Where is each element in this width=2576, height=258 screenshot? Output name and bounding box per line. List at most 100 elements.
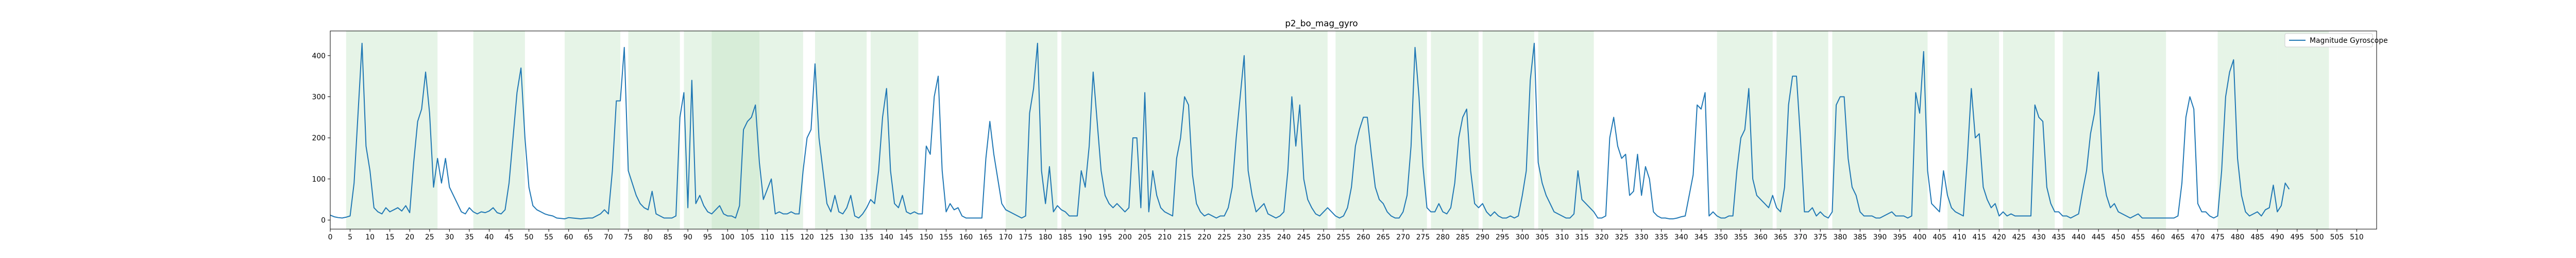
band-4: [628, 31, 680, 229]
x-tick-label-290: 290: [1476, 233, 1489, 241]
x-tick-label-395: 395: [1893, 233, 1907, 241]
x-tick-label-225: 225: [1217, 233, 1231, 241]
chart-title: p2_bo_mag_gyro: [1285, 18, 1358, 29]
y-axis: 0 100 200 300 400: [312, 52, 330, 224]
y-tick-label-100: 100: [312, 175, 326, 184]
band-26: [2003, 31, 2055, 229]
x-tick-label-460: 460: [2151, 233, 2165, 241]
x-tick-label-60: 60: [564, 233, 573, 241]
x-tick-label-375: 375: [1814, 233, 1827, 241]
x-tick-label-45: 45: [504, 233, 514, 241]
x-tick-label-5: 5: [348, 233, 352, 241]
x-tick-label-255: 255: [1336, 233, 1350, 241]
x-tick-label-305: 305: [1535, 233, 1549, 241]
x-tick-label-510: 510: [2350, 233, 2364, 241]
x-tick-label-75: 75: [624, 233, 633, 241]
legend-box: [2284, 33, 2373, 47]
x-tick-label-95: 95: [703, 233, 713, 241]
x-tick-label-320: 320: [1595, 233, 1609, 241]
x-tick-label-30: 30: [445, 233, 454, 241]
band-9: [870, 31, 919, 229]
x-tick-label-310: 310: [1555, 233, 1569, 241]
x-tick-label-285: 285: [1456, 233, 1470, 241]
x-tick-label-80: 80: [643, 233, 653, 241]
x-tick-label-495: 495: [2290, 233, 2304, 241]
band-30: [2277, 31, 2329, 229]
x-tick-label-485: 485: [2250, 233, 2264, 241]
x-tick-label-340: 340: [1674, 233, 1688, 241]
band-8: [815, 31, 867, 229]
x-tick-label-400: 400: [1913, 233, 1927, 241]
x-tick-label-240: 240: [1277, 233, 1291, 241]
x-tick-label-295: 295: [1496, 233, 1510, 241]
axes-frame: [330, 30, 2377, 230]
x-tick-label-20: 20: [405, 233, 414, 241]
x-tick-label-200: 200: [1118, 233, 1132, 241]
band-28: [2114, 31, 2166, 229]
series-line-0: [330, 42, 2290, 220]
band-14: [1228, 31, 1276, 229]
shaded-bands: [346, 31, 2329, 229]
x-tick-label-500: 500: [2310, 233, 2324, 241]
x-tick-label-170: 170: [999, 233, 1013, 241]
x-tick-label-130: 130: [840, 233, 854, 241]
x-tick-label-475: 475: [2211, 233, 2225, 241]
x-tick-label-385: 385: [1853, 233, 1867, 241]
y-tick-label-0: 0: [321, 216, 326, 224]
band-13: [1173, 31, 1229, 229]
x-tick-label-230: 230: [1238, 233, 1251, 241]
x-tick-label-165: 165: [979, 233, 993, 241]
legend: Magnitude Gyroscope: [2284, 33, 2388, 47]
x-tick-label-35: 35: [465, 233, 474, 241]
x-tick-label-300: 300: [1516, 233, 1530, 241]
band-25: [1947, 31, 1999, 229]
x-tick-label-140: 140: [880, 233, 894, 241]
x-tick-label-40: 40: [485, 233, 494, 241]
band-1: [382, 31, 438, 229]
x-tick-label-70: 70: [604, 233, 613, 241]
y-tick-label-300: 300: [312, 93, 326, 101]
y-tick-label-400: 400: [312, 52, 326, 60]
band-10: [1006, 31, 1058, 229]
x-tick-label-420: 420: [1992, 233, 2006, 241]
x-tick-label-0: 0: [328, 233, 333, 241]
x-tick-label-205: 205: [1138, 233, 1152, 241]
x-tick-label-410: 410: [1953, 233, 1967, 241]
x-tick-label-265: 265: [1377, 233, 1391, 241]
x-tick-label-85: 85: [664, 233, 673, 241]
x-tick-label-150: 150: [920, 233, 934, 241]
x-tick-label-110: 110: [760, 233, 774, 241]
x-tick-label-50: 50: [524, 233, 534, 241]
x-tick-label-10: 10: [365, 233, 375, 241]
x-tick-label-370: 370: [1793, 233, 1807, 241]
x-tick-label-470: 470: [2191, 233, 2205, 241]
x-tick-label-325: 325: [1615, 233, 1629, 241]
x-tick-label-65: 65: [584, 233, 593, 241]
band-15: [1276, 31, 1328, 229]
x-tick-label-490: 490: [2270, 233, 2284, 241]
x-tick-label-405: 405: [1933, 233, 1946, 241]
x-tick-label-185: 185: [1059, 233, 1073, 241]
band-7: [759, 31, 803, 229]
band-11: [1061, 31, 1125, 229]
band-12: [1125, 31, 1173, 229]
band-18: [1431, 31, 1479, 229]
x-tick-label-250: 250: [1317, 233, 1331, 241]
x-tick-label-235: 235: [1257, 233, 1271, 241]
x-tick-label-350: 350: [1714, 233, 1728, 241]
x-tick-label-215: 215: [1178, 233, 1192, 241]
x-tick-label-100: 100: [721, 233, 735, 241]
x-tick-label-175: 175: [1019, 233, 1032, 241]
x-tick-label-355: 355: [1734, 233, 1748, 241]
x-tick-label-260: 260: [1357, 233, 1370, 241]
band-29: [2217, 31, 2278, 229]
x-tick-label-90: 90: [683, 233, 692, 241]
x-tick-label-275: 275: [1416, 233, 1430, 241]
legend-label: Magnitude Gyroscope: [2310, 37, 2388, 45]
x-tick-label-425: 425: [2012, 233, 2026, 241]
x-tick-label-190: 190: [1078, 233, 1092, 241]
x-tick-label-155: 155: [939, 233, 953, 241]
x-tick-label-15: 15: [385, 233, 395, 241]
